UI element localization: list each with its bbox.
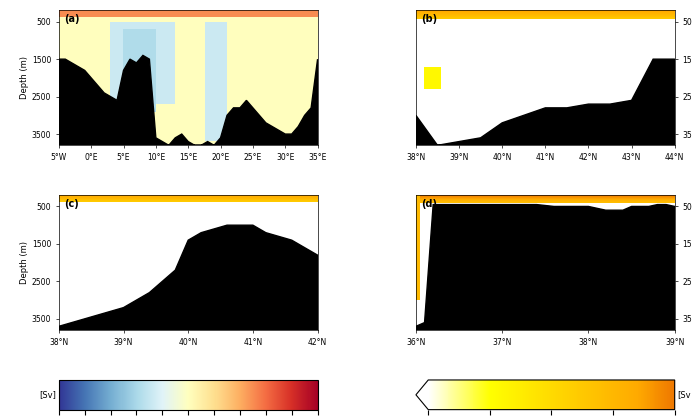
- Text: (c): (c): [64, 199, 79, 209]
- Text: (a): (a): [64, 15, 80, 25]
- Text: (d): (d): [421, 199, 437, 209]
- Polygon shape: [59, 225, 318, 330]
- Text: (b): (b): [421, 15, 437, 25]
- Polygon shape: [59, 56, 318, 145]
- Y-axis label: Depth (m): Depth (m): [20, 241, 29, 284]
- Y-axis label: Depth (m): Depth (m): [20, 56, 29, 99]
- Polygon shape: [416, 204, 675, 330]
- Text: [Sv: [Sv: [677, 390, 691, 399]
- PathPatch shape: [416, 380, 428, 410]
- Text: [Sv]: [Sv]: [39, 390, 56, 399]
- Polygon shape: [416, 59, 675, 145]
